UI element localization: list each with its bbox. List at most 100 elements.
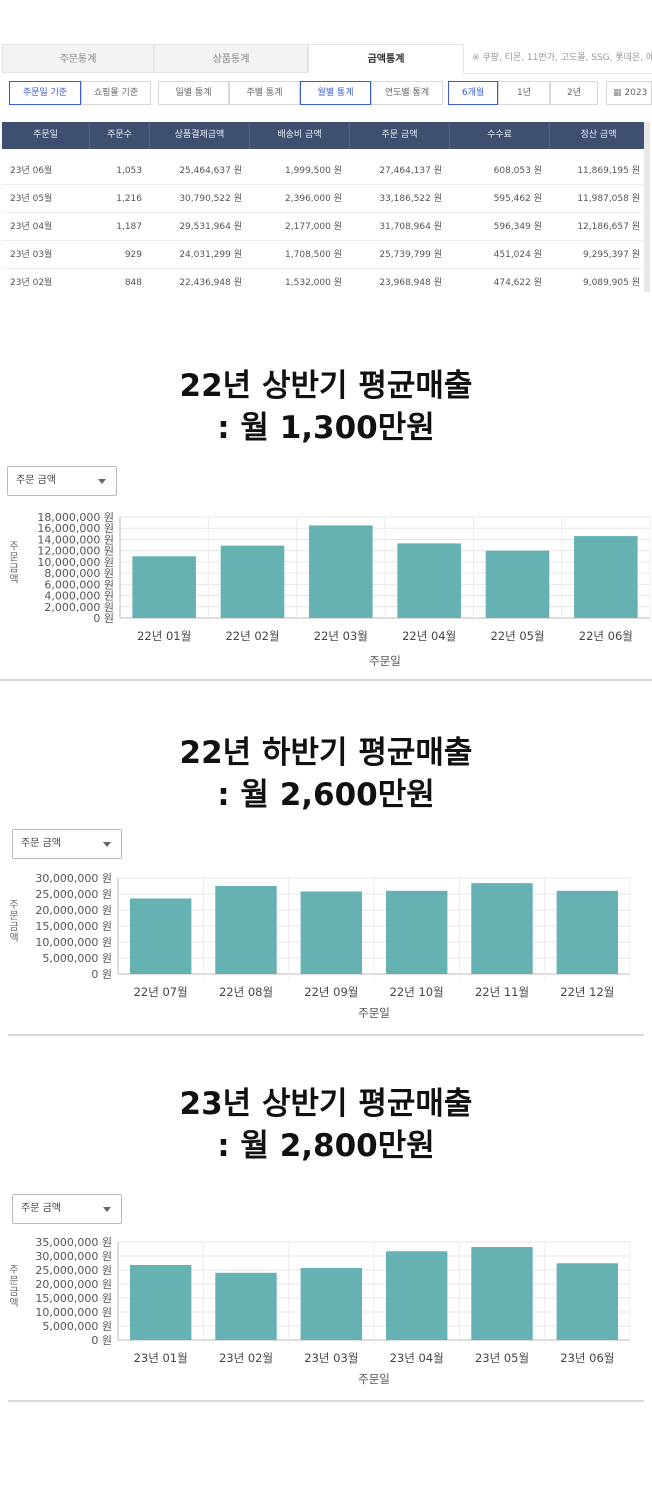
date-picker-field[interactable]: ▦ 2023 [606,81,652,105]
y-tick-label: 14,000,000 원 [37,533,114,546]
y-tick-label: 12,000,000 원 [37,545,114,558]
x-tick-label: 23년 03월 [304,1351,358,1365]
y-tick-label: 0 원 [91,968,112,981]
bar [215,886,277,974]
table-cell: 2,177,000 원 [285,222,342,232]
y-tick-label: 10,000,000 원 [37,556,114,569]
section3-title: 23년 상반기 평균매출 [179,1086,473,1122]
bar [471,883,533,974]
x-tick-label: 22년 07월 [134,985,188,999]
chevron-down-icon [103,1207,111,1212]
period-filter-group: 일별 통계 주별 통계 월별 통계 연도별 통계 [158,81,443,105]
y-tick-label: 30,000,000 원 [35,872,112,885]
column-header[interactable]: 주문일 [2,122,90,149]
y-tick-label: 35,000,000 원 [35,1236,112,1249]
y-tick-label: 15,000,000 원 [35,1292,112,1305]
x-axis-title: 주문일 [358,1006,390,1020]
table-cell: 451,024 원 [493,250,542,260]
column-header[interactable]: 정산 금액 [550,122,648,149]
bar [556,890,619,974]
table-cell: 596,349 원 [493,222,542,232]
bar [385,890,448,974]
bar [397,543,461,618]
table-cell: 23년 03월 [10,250,53,260]
bar [129,898,192,974]
table-cell: 474,622 원 [493,278,542,288]
order-date-basis-button[interactable]: 주문일 기준 [9,81,81,105]
section3-metric-dropdown[interactable]: 주문 금액 [12,1194,122,1224]
x-tick-label: 22년 06월 [579,629,633,643]
column-header[interactable]: 주문수 [90,122,150,149]
x-tick-label: 22년 05월 [490,629,544,643]
table-row: 23년 06월 1,053 25,464,637 원 1,999,500 원 27,46… [2,157,648,185]
tab-product-stats[interactable]: 상품통계 [154,44,308,73]
column-header[interactable]: 수수료 [450,122,550,149]
table-row: 23년 02월 848 22,436,948 원 1,532,000 원 23,968,… [2,269,648,292]
table-cell: 23년 06월 [10,166,53,176]
bar [309,525,373,618]
column-header[interactable]: 상품결제금액 [150,122,250,149]
section2-title: 22년 하반기 평균매출 [179,735,473,771]
table-cell: 29,531,964 원 [179,222,242,232]
x-tick-label: 23년 05월 [475,1351,529,1365]
yearly-stats-button[interactable]: 연도별 통계 [371,81,443,105]
y-tick-label: 2,000,000 원 [44,601,114,614]
bar [485,550,550,618]
table-cell: 23년 05월 [10,194,53,204]
date-value: 2023 [624,88,648,98]
column-header[interactable]: 주문 금액 [350,122,450,149]
section3-subtitle: : 월 2,800만원 [217,1128,435,1164]
table-cell: 22,436,948 원 [179,278,242,288]
range-6-months-button[interactable]: 6개월 [448,81,498,105]
y-tick-label: 20,000,000 원 [35,904,112,917]
date-picker[interactable]: ▦ 2023 [606,81,652,105]
bar [556,1263,619,1340]
monthly-stats-button[interactable]: 월별 통계 [300,81,371,105]
table-cell: 12,186,657 원 [577,222,640,232]
table-cell: 9,295,397 원 [583,250,640,260]
table-cell: 9,089,905 원 [583,278,640,288]
table-cell: 595,462 원 [493,194,542,204]
section2-divider [8,1034,644,1036]
section1-bar-chart: 0 원2,000,000 원4,000,000 원6,000,000 원8,00… [9,511,651,668]
x-tick-label: 23년 02월 [219,1351,273,1365]
table-cell: 33,186,522 원 [379,194,442,204]
daily-stats-button[interactable]: 일별 통계 [158,81,229,105]
table-scrollbar[interactable] [644,122,650,292]
range-2-years-button[interactable]: 2년 [550,81,598,105]
tab-amount-stats[interactable]: 금액통계 [308,44,464,73]
table-cell: 23,968,948 원 [379,278,442,288]
section2-metric-dropdown[interactable]: 주문 금액 [12,829,122,859]
table-cell: 11,869,195 원 [577,166,640,176]
table-cell: 30,790,522 원 [179,194,242,204]
x-tick-label: 22년 02월 [225,629,279,643]
table-cell: 1,708,500 원 [285,250,342,260]
table-cell: 1,216 [116,194,142,204]
bar [471,1247,533,1340]
bar [574,536,638,618]
bar [385,1251,448,1340]
stats-tab-bar: 주문통계 상품통계 금액통계 ※ 쿠팡, 티몬, 11번가, 고도몰, SSG,… [2,44,652,74]
table-cell: 25,464,637 원 [179,166,242,176]
table-cell: 929 [124,250,142,260]
y-tick-label: 8,000,000 원 [44,567,114,580]
section1-title: 22년 상반기 평균매출 [179,368,473,404]
table-cell: 1,053 [116,166,142,176]
section3-divider [8,1400,644,1402]
weekly-stats-button[interactable]: 주별 통계 [229,81,300,105]
mall-basis-button[interactable]: 쇼핑몰 기준 [81,81,151,105]
section1-subtitle: : 월 1,300만원 [217,410,435,446]
calendar-icon: ▦ [613,88,622,98]
tab-order-stats[interactable]: 주문통계 [2,44,154,73]
section3-bar-chart: 0 원5,000,000 원10,000,000 원15,000,000 원20… [9,1236,631,1386]
section1-metric-dropdown[interactable]: 주문 금액 [7,466,117,496]
y-tick-label: 20,000,000 원 [35,1278,112,1291]
range-1-year-button[interactable]: 1년 [498,81,550,105]
dropdown-label: 주문 금액 [16,475,56,486]
table-cell: 608,053 원 [493,166,542,176]
table-cell: 23년 04월 [10,222,53,232]
column-header[interactable]: 배송비 금액 [250,122,350,149]
x-tick-label: 22년 12월 [560,985,614,999]
